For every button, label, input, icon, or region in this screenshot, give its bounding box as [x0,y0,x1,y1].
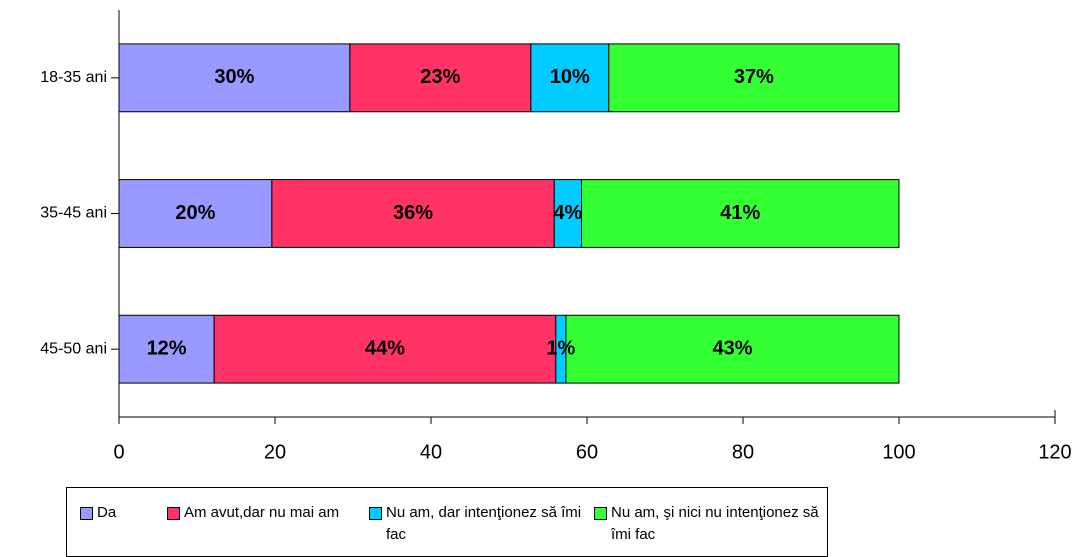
legend-swatch [594,507,607,520]
data-label: 20% [175,202,215,224]
x-tick-label: 20 [264,441,286,463]
data-label: 12% [147,337,187,359]
legend-label: Nu am, dar intenţionez să îmi fac [386,504,582,543]
legend-entry: Am avut,dar nu mai am [167,502,379,524]
bar-segment [349,43,532,113]
bar-segment [608,43,900,113]
chart: 0 20 40 60 80 100 120 18-35 ani 30% 23% 10% 37% 35-4… [40,10,1072,463]
data-label: 23% [420,66,460,88]
y-tick-label: 45-50 ani [40,340,107,357]
bar-segment [118,314,215,384]
bar-segment [565,314,900,384]
data-label: 30% [214,66,254,88]
data-label: 43% [712,337,752,359]
x-tick-label: 80 [732,441,754,463]
legend-entry: Da [80,502,177,524]
x-tick-label: 0 [113,441,124,463]
data-label: 44% [365,337,405,359]
legend-swatch [369,507,382,520]
bar-segment [118,43,351,113]
legend-label: Nu am, şi nici nu intenţionez să îmi fac [611,504,819,543]
x-tick-label: 40 [420,441,442,463]
bar-segment [581,179,900,248]
x-tick-label: 60 [576,441,598,463]
data-label: 36% [393,202,433,224]
legend-swatch [80,507,93,520]
bar-segment [213,314,557,384]
legend: Da Am avut,dar nu mai am Nu am, dar intenţ… [66,487,828,557]
y-tick-label: 18-35 ani [40,69,107,86]
legend-swatch [167,507,180,520]
data-label: 37% [734,66,774,88]
legend-label: Am avut,dar nu mai am [184,504,340,521]
x-tick-label: 100 [882,441,915,463]
legend-label: Da [97,504,117,521]
data-label: 10% [550,66,590,88]
bar-segment [553,179,583,248]
x-tick-label: 120 [1038,441,1071,463]
data-label: 4% [553,202,582,224]
legend-entry: Nu am, şi nici nu intenţionez să îmi fac [594,502,826,546]
legend-entry: Nu am, dar intenţionez să îmi fac [369,502,596,546]
bar-segment [118,179,273,248]
data-label: 1% [546,337,575,359]
data-label: 41% [720,202,760,224]
y-tick-label: 35-45 ani [40,205,107,222]
bar-segment [271,179,555,248]
